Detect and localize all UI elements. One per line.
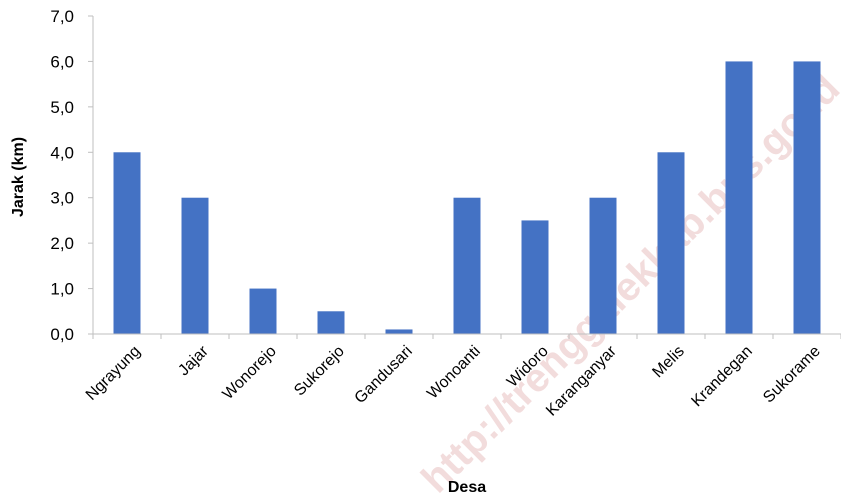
bar-karanganyar: [589, 197, 617, 334]
y-axis-ticks: 0,0 1,0 2,0 3,0 4,0 5,0 6,0 7,0: [50, 7, 93, 344]
x-tick-label: Melis: [649, 343, 687, 381]
bar-melis: [657, 152, 685, 334]
bar-gandusari: [385, 329, 413, 334]
y-tick-label: 3,0: [50, 189, 74, 208]
y-axis-title: Jarak (km): [10, 137, 27, 217]
bar-ngrayung: [113, 152, 141, 334]
x-tick-label: Wonorejo: [220, 343, 280, 403]
x-axis-title: Desa: [448, 479, 486, 496]
y-tick-label: 0,0: [50, 325, 74, 344]
x-axis-ticks: Ngrayung Jajar Wonorejo Sukorejo Gandusari Wo…: [83, 334, 841, 420]
y-tick-label: 6,0: [50, 52, 74, 71]
bar-wonorejo: [249, 288, 277, 334]
x-tick-label: Jajar: [175, 342, 212, 379]
axes: [92, 16, 841, 335]
bar-krandegan: [725, 61, 753, 335]
y-tick-label: 5,0: [50, 98, 74, 117]
x-tick-label: Sukorame: [760, 343, 824, 407]
y-tick-label: 4,0: [50, 143, 74, 162]
x-tick-label: Gandusari: [352, 343, 416, 407]
bar-widoro: [521, 220, 549, 334]
bar-sukorejo: [317, 311, 345, 334]
x-tick-label: Sukorejo: [291, 343, 348, 400]
y-tick-label: 1,0: [50, 280, 74, 299]
y-tick-label: 2,0: [50, 234, 74, 253]
x-tick-label: Ngrayung: [83, 343, 144, 404]
bar-jajar: [181, 197, 209, 334]
bar-wonoanti: [453, 197, 481, 334]
bar-sukorame: [793, 61, 821, 335]
x-tick-label: Krandegan: [688, 343, 755, 410]
bars: [113, 61, 821, 335]
y-tick-label: 7,0: [50, 7, 74, 26]
x-tick-label: Wonoanti: [424, 343, 484, 403]
